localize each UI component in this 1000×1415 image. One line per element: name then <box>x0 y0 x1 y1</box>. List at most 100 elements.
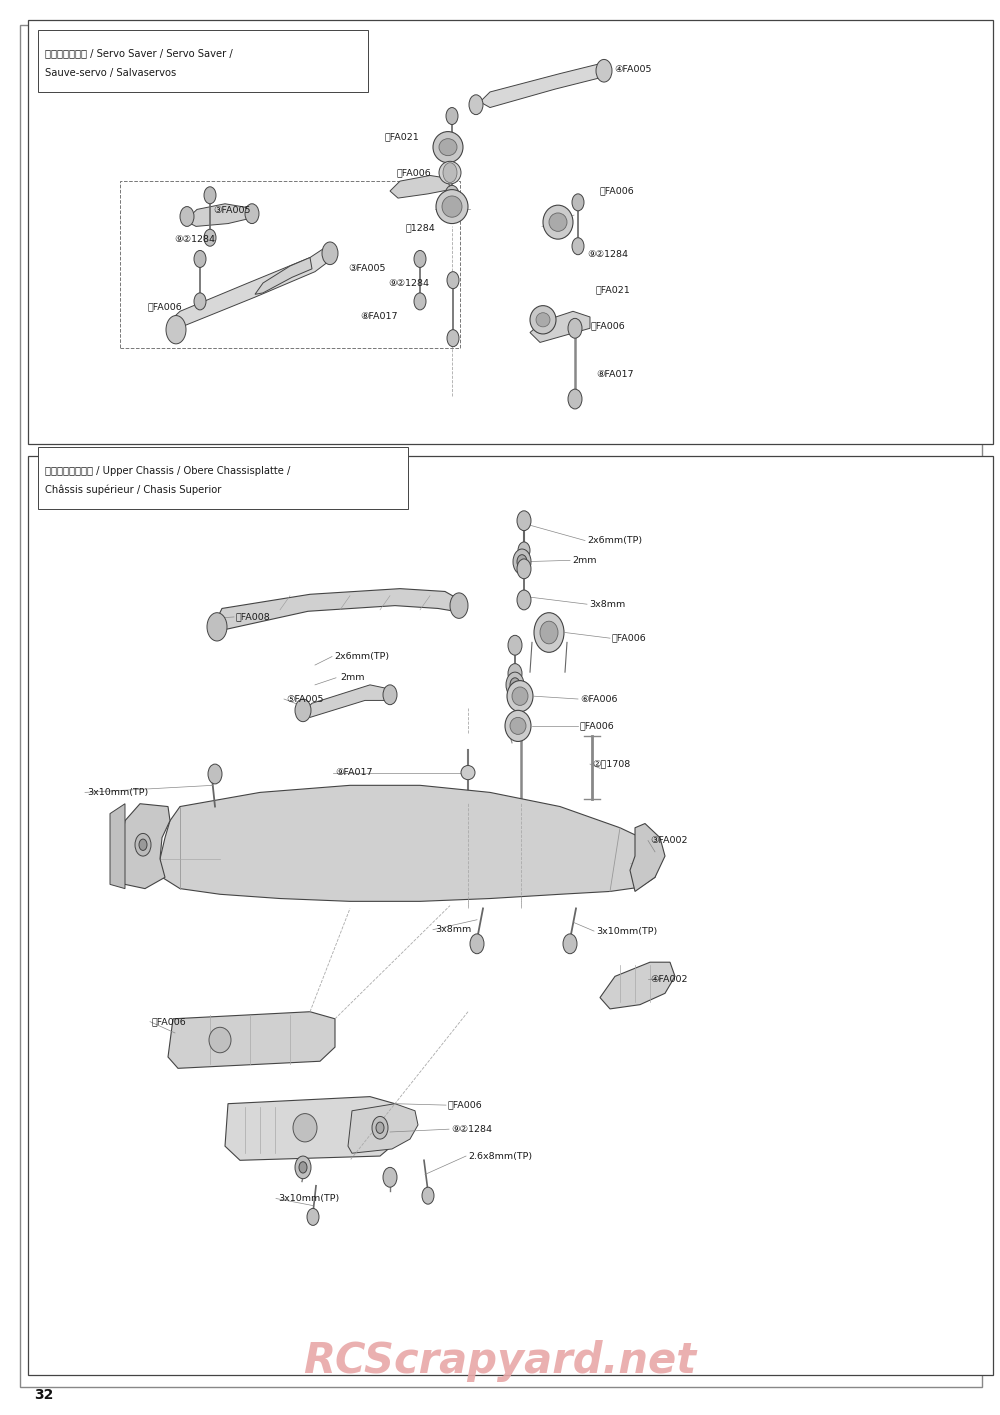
Circle shape <box>194 293 206 310</box>
Text: ⑨②1284: ⑨②1284 <box>388 279 429 287</box>
Text: ②⑱1708: ②⑱1708 <box>592 760 630 768</box>
Circle shape <box>245 204 259 224</box>
Circle shape <box>295 699 311 722</box>
Polygon shape <box>302 685 390 717</box>
Text: ␳FA006: ␳FA006 <box>152 1017 187 1026</box>
Circle shape <box>517 511 531 531</box>
Text: ③FA002: ③FA002 <box>650 836 688 845</box>
Text: ⑧FA017: ⑧FA017 <box>596 371 634 379</box>
Ellipse shape <box>540 621 558 644</box>
Ellipse shape <box>536 313 550 327</box>
Circle shape <box>508 635 522 655</box>
Polygon shape <box>630 824 665 891</box>
Circle shape <box>135 833 151 856</box>
Circle shape <box>422 1187 434 1204</box>
Text: 2x6mm(TP): 2x6mm(TP) <box>334 652 389 661</box>
Text: ␱FA006: ␱FA006 <box>148 303 183 311</box>
Circle shape <box>139 839 147 850</box>
Text: ⑶FA006: ⑶FA006 <box>600 187 635 195</box>
Text: ⑳FA021: ⑳FA021 <box>596 286 631 294</box>
Ellipse shape <box>512 688 528 706</box>
Circle shape <box>204 229 216 246</box>
FancyBboxPatch shape <box>28 456 993 1375</box>
Circle shape <box>307 1208 319 1225</box>
Polygon shape <box>480 64 605 108</box>
Ellipse shape <box>530 306 556 334</box>
Ellipse shape <box>442 197 462 218</box>
Text: ⑳FA021: ⑳FA021 <box>385 133 420 142</box>
Ellipse shape <box>433 132 463 163</box>
Circle shape <box>450 593 468 618</box>
Circle shape <box>446 108 458 125</box>
Circle shape <box>508 664 522 683</box>
Polygon shape <box>255 258 312 294</box>
Ellipse shape <box>549 214 567 232</box>
Text: ⑸FA006: ⑸FA006 <box>612 634 647 642</box>
Text: ④FA005: ④FA005 <box>614 65 652 74</box>
Text: 3x10mm(TP): 3x10mm(TP) <box>278 1194 339 1203</box>
Circle shape <box>506 672 524 698</box>
Polygon shape <box>390 175 450 198</box>
Ellipse shape <box>209 1027 231 1053</box>
Text: ⑨②1284: ⑨②1284 <box>587 250 628 259</box>
Circle shape <box>447 330 459 347</box>
Polygon shape <box>225 1097 395 1160</box>
Circle shape <box>518 542 530 559</box>
Circle shape <box>572 238 584 255</box>
Circle shape <box>517 559 531 579</box>
Polygon shape <box>168 248 330 334</box>
Ellipse shape <box>507 681 533 712</box>
Circle shape <box>299 1162 307 1173</box>
Ellipse shape <box>439 161 461 184</box>
Circle shape <box>517 555 527 569</box>
Ellipse shape <box>436 190 468 224</box>
Text: アッパーシャシー / Upper Chassis / Obere Chassisplatte /: アッパーシャシー / Upper Chassis / Obere Chassis… <box>45 466 290 475</box>
Circle shape <box>207 613 227 641</box>
Text: ⑀1284: ⑀1284 <box>405 224 435 232</box>
Text: 3x10mm(TP): 3x10mm(TP) <box>596 927 657 935</box>
Circle shape <box>194 250 206 267</box>
Text: 3x10mm(TP): 3x10mm(TP) <box>87 788 148 797</box>
Text: サーボセイバー / Servo Saver / Servo Saver /: サーボセイバー / Servo Saver / Servo Saver / <box>45 48 233 58</box>
Text: ⑹FA006: ⑹FA006 <box>580 722 615 730</box>
Polygon shape <box>185 204 252 226</box>
Ellipse shape <box>510 717 526 734</box>
Text: 2mm: 2mm <box>340 674 364 682</box>
Circle shape <box>568 389 582 409</box>
Polygon shape <box>348 1104 418 1153</box>
Circle shape <box>572 194 584 211</box>
Text: ⑨②1284: ⑨②1284 <box>451 1125 492 1133</box>
Circle shape <box>204 187 216 204</box>
Circle shape <box>510 678 520 692</box>
Polygon shape <box>215 589 460 631</box>
Circle shape <box>383 1167 397 1187</box>
Text: ⑷FA006: ⑷FA006 <box>397 168 432 177</box>
Circle shape <box>372 1116 388 1139</box>
Circle shape <box>443 163 457 183</box>
Text: 32: 32 <box>34 1388 53 1402</box>
Ellipse shape <box>534 613 564 652</box>
Polygon shape <box>600 962 675 1009</box>
Text: Sauve-servo / Salvaservos: Sauve-servo / Salvaservos <box>45 68 176 78</box>
Ellipse shape <box>461 766 475 780</box>
Circle shape <box>414 250 426 267</box>
Polygon shape <box>110 804 125 889</box>
Circle shape <box>166 316 186 344</box>
FancyBboxPatch shape <box>20 25 982 1387</box>
Circle shape <box>563 934 577 954</box>
Circle shape <box>322 242 338 265</box>
Circle shape <box>513 549 531 574</box>
Circle shape <box>180 207 194 226</box>
Text: ③FA005: ③FA005 <box>213 207 250 215</box>
Circle shape <box>470 934 484 954</box>
Ellipse shape <box>543 205 573 239</box>
Circle shape <box>469 95 483 115</box>
FancyBboxPatch shape <box>38 30 368 92</box>
FancyBboxPatch shape <box>28 20 993 444</box>
Ellipse shape <box>439 139 457 156</box>
Polygon shape <box>113 804 170 889</box>
Text: ④FA002: ④FA002 <box>650 975 688 983</box>
Circle shape <box>517 590 531 610</box>
Text: Châssis supérieur / Chasis Superior: Châssis supérieur / Chasis Superior <box>45 485 221 495</box>
Text: ⑉FA008: ⑉FA008 <box>236 613 271 621</box>
